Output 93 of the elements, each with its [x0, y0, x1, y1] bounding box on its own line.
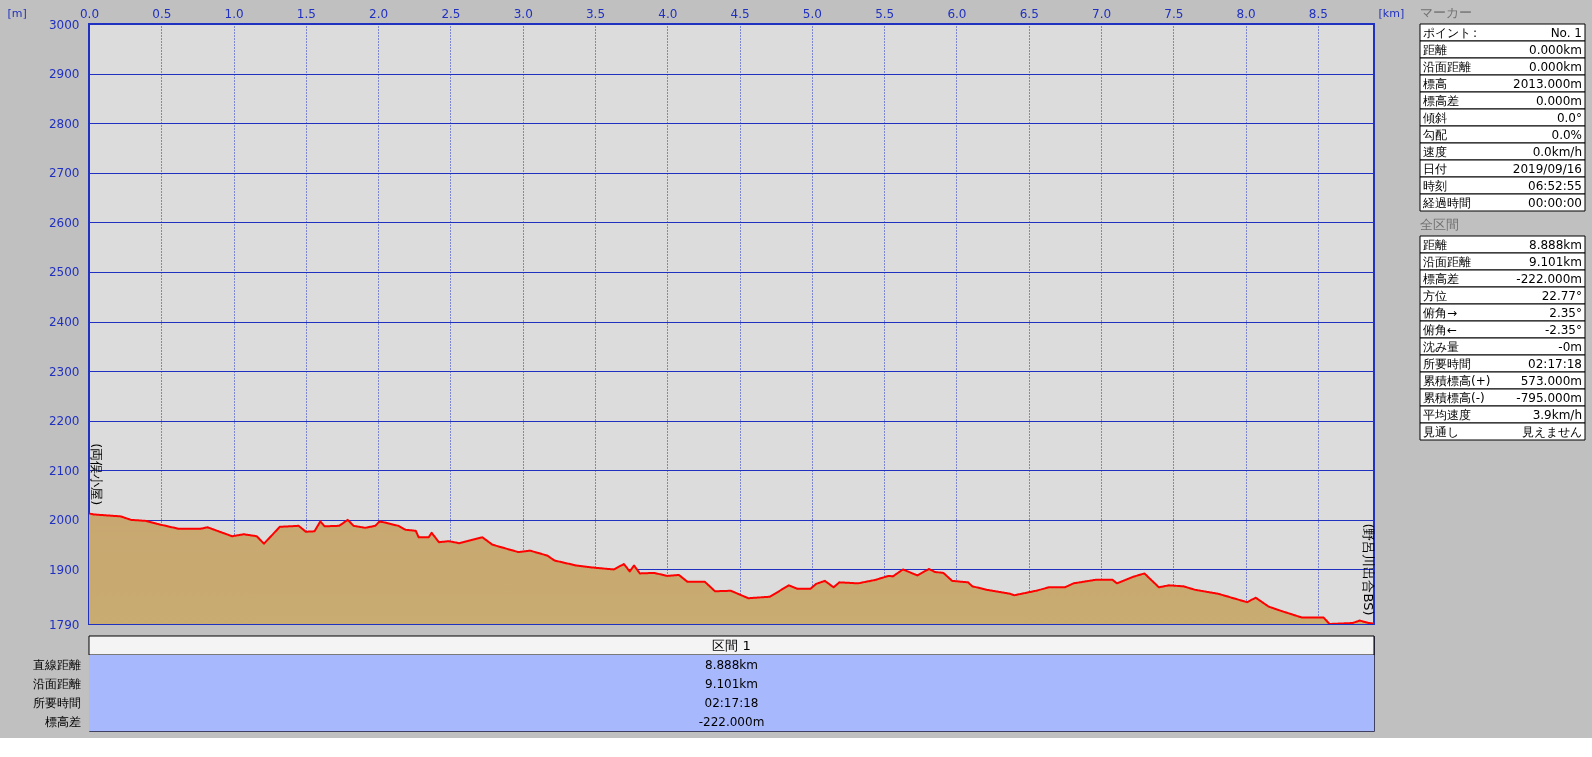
- text: 8.888km: [705, 657, 758, 672]
- text: 全区間: [1419, 216, 1459, 232]
- x-tick-label: 7.5: [1164, 6, 1184, 21]
- text: 00:00:00: [1528, 195, 1582, 210]
- x-tick-label: 2.0: [369, 6, 389, 21]
- y-axis-title: [m]: [7, 6, 27, 20]
- category-label: 見通し: [1423, 424, 1459, 439]
- x-tick-label: 5.5: [875, 6, 895, 21]
- x-tick-label: 3.5: [585, 6, 606, 21]
- text: 2019/09/16: [1512, 161, 1582, 176]
- category-label: 所要時間: [33, 695, 81, 710]
- text: 区間 1: [712, 637, 751, 653]
- x-tick-label: 1.5: [296, 6, 316, 21]
- category-label: 累積標高(+): [1423, 373, 1491, 388]
- category-label: 時刻: [1423, 178, 1447, 193]
- x-tick-label: 8.0: [1236, 6, 1256, 21]
- y-tick-label: 2200: [48, 414, 80, 429]
- text: 0.000m: [1535, 93, 1582, 108]
- x-tick-label: 0.5: [152, 6, 172, 21]
- x-tick-label: 0.0: [79, 6, 100, 21]
- x-tick-label: 5.0: [802, 6, 822, 21]
- text: 見えません: [1522, 424, 1582, 439]
- category-label: ポイント: [1423, 25, 1471, 40]
- y-tick-label: 3000: [48, 17, 80, 32]
- category-label: 経過時間: [1422, 195, 1471, 210]
- category-label: 標高差: [45, 714, 81, 729]
- category-label: 沈み量: [1423, 339, 1459, 354]
- category-label: 標高: [1423, 76, 1447, 91]
- category-label: 沿面距離: [1423, 254, 1471, 269]
- y-tick-label: 2500: [48, 265, 80, 280]
- text: -222.000m: [1516, 271, 1582, 286]
- x-tick-label: 8.5: [1308, 6, 1328, 21]
- x-tick-label: 6.0: [947, 6, 967, 21]
- category-label: 傾斜: [1423, 110, 1447, 125]
- annotation: (両俣小屋): [89, 443, 104, 506]
- text: -222.000m: [698, 714, 765, 729]
- y-tick-label: 1790: [48, 617, 80, 632]
- text: 0.0km/h: [1532, 144, 1582, 159]
- x-tick-label: 2.5: [441, 6, 461, 21]
- text: 2.35°: [1549, 305, 1582, 320]
- category-label: 速度: [1423, 144, 1447, 159]
- y-tick-label: 1900: [48, 562, 80, 577]
- text: -0m: [1558, 339, 1582, 354]
- category-label: 俯角←: [1423, 322, 1458, 337]
- y-tick-label: 2800: [48, 116, 80, 131]
- text: 2013.000m: [1513, 76, 1582, 91]
- category-label: 標高差: [1423, 271, 1459, 286]
- category-label: 所要時間: [1423, 356, 1471, 371]
- category-label: 沿面距離: [33, 676, 81, 691]
- text: 9.101km: [705, 676, 758, 691]
- category-label: 距離: [1423, 237, 1447, 252]
- y-tick-label: 2000: [48, 513, 80, 528]
- x-tick-label: 4.5: [730, 6, 750, 21]
- text: 02:17:18: [1528, 356, 1582, 371]
- text: 0.000km: [1529, 42, 1582, 57]
- y-tick-label: 2400: [48, 315, 80, 330]
- y-tick-label: 2100: [48, 463, 80, 478]
- y-tick-label: 2700: [48, 166, 80, 181]
- x-tick-label: 6.5: [1019, 6, 1039, 21]
- x-tick-label: 1.0: [224, 6, 244, 21]
- x-tick-label: 7.0: [1091, 6, 1112, 21]
- text: 06:52:55: [1528, 178, 1582, 193]
- text: 22.77°: [1541, 288, 1582, 303]
- y-tick-label: 2600: [48, 215, 80, 230]
- text: :: [1473, 25, 1478, 40]
- category-label: 日付: [1423, 161, 1447, 176]
- category-label: 直線距離: [33, 657, 81, 672]
- text: 573.000m: [1520, 373, 1582, 388]
- category-label: 俯角→: [1423, 305, 1458, 320]
- text: 9.101km: [1529, 254, 1582, 269]
- x-tick-label: 3.0: [513, 6, 533, 21]
- text: No. 1: [1550, 25, 1582, 40]
- category-label: 標高差: [1423, 93, 1459, 108]
- category-label: 沿面距離: [1423, 59, 1471, 74]
- text: 8.888km: [1529, 237, 1582, 252]
- y-tick-label: 2900: [48, 67, 80, 82]
- text: 0.000km: [1529, 59, 1582, 74]
- text: マーカー: [1419, 4, 1472, 20]
- x-tick-label: 4.0: [658, 6, 678, 21]
- category-label: 勾配: [1423, 127, 1447, 142]
- category-label: 距離: [1423, 42, 1447, 57]
- x-axis-title: [km]: [1378, 6, 1405, 20]
- category-label: 方位: [1423, 288, 1447, 303]
- category-label: 平均速度: [1423, 407, 1471, 422]
- text: -2.35°: [1544, 322, 1582, 337]
- y-tick-label: 2300: [48, 364, 80, 379]
- category-label: 累積標高(-): [1423, 390, 1485, 405]
- text: 3.9km/h: [1532, 407, 1582, 422]
- text: 0.0°: [1556, 110, 1582, 125]
- text: -795.000m: [1516, 390, 1582, 405]
- text: 02:17:18: [704, 695, 759, 710]
- annotation: (野呂川出合BS): [1361, 523, 1376, 616]
- text: 0.0%: [1551, 127, 1582, 142]
